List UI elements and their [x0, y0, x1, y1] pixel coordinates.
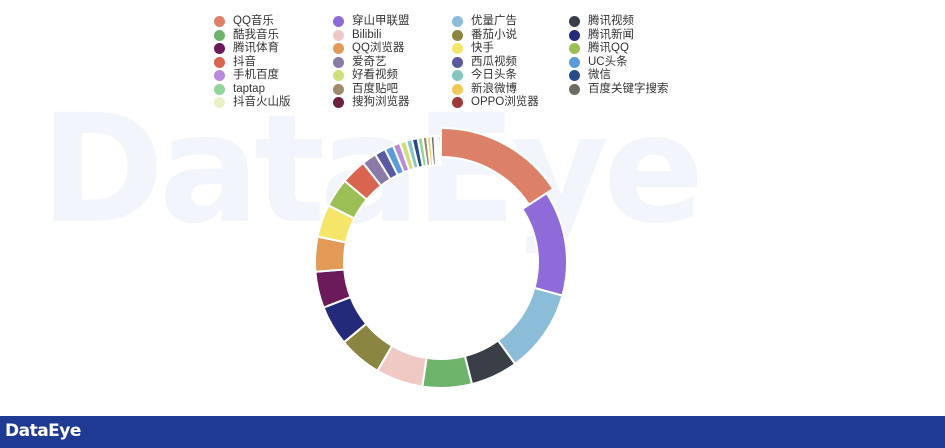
- legend-label: 百度关键字搜索: [588, 82, 669, 95]
- legend-item[interactable]: 手机百度: [214, 69, 333, 83]
- legend-item[interactable]: 百度关键字搜索: [569, 83, 709, 97]
- legend-item[interactable]: QQ浏览器: [333, 42, 452, 56]
- legend-label: 酷我音乐: [233, 28, 279, 41]
- legend-item[interactable]: 今日头条: [452, 69, 569, 83]
- legend-swatch: [333, 70, 344, 82]
- legend-item[interactable]: taptap: [214, 83, 333, 97]
- legend-swatch: [569, 56, 580, 68]
- legend-label: 优量广告: [471, 15, 517, 27]
- pie-slice[interactable]: 酷我音乐: [421, 354, 474, 389]
- legend-label: 今日头条: [471, 69, 517, 81]
- legend-item[interactable]: Bilibili: [333, 29, 452, 43]
- footer-logo: DataEye: [5, 421, 81, 441]
- legend-item[interactable]: 番茄小说: [452, 29, 569, 43]
- legend-label: 快手: [471, 42, 494, 54]
- legend-swatch: [214, 29, 225, 41]
- legend-item[interactable]: 腾讯体育: [214, 42, 333, 56]
- legend-label: 百度贴吧: [352, 82, 398, 95]
- legend-swatch: [452, 29, 463, 41]
- legend-label: QQ浏览器: [352, 42, 405, 54]
- legend-label: 新浪微博: [471, 82, 517, 95]
- legend-item[interactable]: 抖音: [214, 56, 333, 70]
- legend-label: 腾讯QQ: [588, 42, 629, 54]
- legend-item[interactable]: 酷我音乐: [214, 29, 333, 43]
- legend-swatch: [452, 16, 463, 28]
- pie-slice[interactable]: 穿山甲联盟: [520, 191, 568, 297]
- legend-item[interactable]: 穿山甲联盟: [333, 15, 452, 29]
- legend-label: UC头条: [588, 55, 628, 68]
- legend-label: QQ音乐: [233, 15, 274, 27]
- legend-label: 抖音: [233, 55, 256, 68]
- legend-label: 腾讯新闻: [588, 28, 634, 41]
- legend-item[interactable]: OPPO浏览器: [452, 96, 569, 110]
- legend-swatch: [569, 70, 580, 82]
- legend-swatch: [333, 83, 344, 95]
- legend-item[interactable]: 腾讯新闻: [569, 29, 709, 43]
- legend-swatch: [452, 97, 463, 109]
- legend-swatch: [214, 56, 225, 68]
- legend-item[interactable]: QQ音乐: [214, 15, 333, 29]
- legend-swatch: [333, 16, 344, 28]
- legend-label: Bilibili: [352, 28, 382, 41]
- chart-legend: QQ音乐 穿山甲联盟 优量广告 腾讯视频酷我音乐 Bilibili 番茄小说 腾讯新闻腾讯体…: [214, 15, 734, 110]
- legend-label: 腾讯体育: [233, 42, 279, 54]
- pie-slice[interactable]: OPPO浏览器: [437, 134, 442, 167]
- legend-swatch: [333, 97, 344, 109]
- legend-swatch: [214, 43, 225, 55]
- legend-label: 搜狗浏览器: [352, 96, 410, 108]
- legend-item[interactable]: 爱奇艺: [333, 56, 452, 70]
- legend-item[interactable]: UC头条: [569, 56, 709, 70]
- legend-swatch: [214, 97, 225, 109]
- legend-swatch: [452, 56, 463, 68]
- legend-swatch: [214, 83, 225, 95]
- legend-item[interactable]: 西瓜视频: [452, 56, 569, 70]
- legend-swatch: [452, 43, 463, 55]
- legend-swatch: [333, 29, 344, 41]
- footer-bar: DataEye: [0, 416, 945, 448]
- pie-slice[interactable]: QQ音乐: [440, 126, 555, 207]
- legend-swatch: [569, 29, 580, 41]
- legend-item[interactable]: 微信: [569, 69, 709, 83]
- legend-swatch: [569, 83, 580, 95]
- legend-item[interactable]: 新浪微博: [452, 83, 569, 97]
- legend-swatch: [214, 70, 225, 82]
- legend-label: OPPO浏览器: [471, 96, 539, 108]
- donut-chart: QQ音乐穿山甲联盟优量广告腾讯视频酷我音乐Bilibili番茄小说腾讯新闻腾讯体…: [314, 126, 568, 389]
- legend-label: 番茄小说: [471, 28, 517, 41]
- legend-swatch: [452, 70, 463, 82]
- legend-swatch: [452, 83, 463, 95]
- legend-label: taptap: [233, 82, 265, 95]
- legend-label: 抖音火山版: [233, 96, 291, 108]
- legend-label: 微信: [588, 69, 611, 81]
- legend-swatch: [214, 16, 225, 28]
- legend-swatch: [333, 56, 344, 68]
- legend-item[interactable]: 抖音火山版: [214, 96, 333, 110]
- legend-swatch: [569, 43, 580, 55]
- legend-swatch: [569, 16, 580, 28]
- legend-item[interactable]: 快手: [452, 42, 569, 56]
- legend-item[interactable]: 好看视频: [333, 69, 452, 83]
- legend-item[interactable]: 优量广告: [452, 15, 569, 29]
- legend-item[interactable]: 腾讯QQ: [569, 42, 709, 56]
- legend-swatch: [333, 43, 344, 55]
- legend-label: 好看视频: [352, 69, 398, 81]
- legend-label: 手机百度: [233, 69, 279, 81]
- legend-item[interactable]: 百度贴吧: [333, 83, 452, 97]
- legend-label: 西瓜视频: [471, 55, 517, 68]
- legend-label: 腾讯视频: [588, 15, 634, 27]
- legend-label: 穿山甲联盟: [352, 15, 410, 27]
- legend-label: 爱奇艺: [352, 55, 387, 68]
- legend-item[interactable]: 腾讯视频: [569, 15, 709, 29]
- legend-item[interactable]: 搜狗浏览器: [333, 96, 452, 110]
